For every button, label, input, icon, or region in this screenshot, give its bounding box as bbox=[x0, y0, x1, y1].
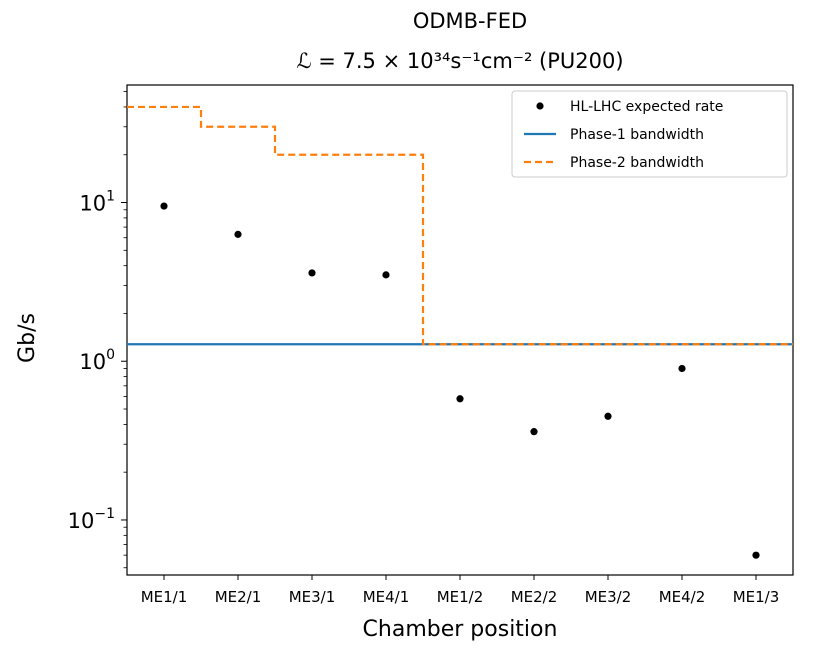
x-tick-label: ME4/2 bbox=[659, 588, 706, 606]
chart-title: ODMB-FED bbox=[413, 9, 527, 33]
legend-label: Phase-2 bandwidth bbox=[570, 155, 704, 171]
x-tick-label: ME2/1 bbox=[215, 588, 262, 606]
rate-point bbox=[678, 364, 686, 373]
rate-point bbox=[604, 412, 612, 420]
rate-point bbox=[752, 551, 760, 559]
rate-point bbox=[234, 230, 242, 238]
series-layer bbox=[127, 105, 793, 559]
rate-point bbox=[530, 428, 538, 436]
rate-point bbox=[308, 269, 316, 277]
legend-label: HL-LHC expected rate bbox=[570, 99, 723, 115]
y-tick-label: 10−1 bbox=[68, 506, 115, 533]
x-axis-label: Chamber position bbox=[363, 617, 558, 642]
x-tick-label: ME3/2 bbox=[585, 588, 632, 606]
x-tick-label: ME1/2 bbox=[437, 588, 484, 606]
phase2-bandwidth-step bbox=[127, 105, 793, 346]
rate-point bbox=[382, 271, 390, 279]
x-tick-label: ME1/3 bbox=[733, 588, 780, 606]
x-tick-label: ME4/1 bbox=[363, 588, 410, 606]
legend: HL-LHC expected rate Phase-1 bandwidth Pha… bbox=[511, 90, 788, 178]
legend-label: Phase-1 bandwidth bbox=[570, 127, 704, 143]
y-axis-label: Gb/s bbox=[15, 313, 40, 363]
chart-subtitle: ℒ = 7.5 × 10³⁴s⁻¹cm⁻² (PU200) bbox=[296, 49, 623, 73]
y-axis-ticks: 101 100 10−1 bbox=[68, 91, 127, 569]
legend-marker-rate bbox=[536, 102, 544, 110]
legend-box bbox=[511, 90, 788, 178]
x-tick-label: ME2/2 bbox=[511, 588, 558, 606]
rate-point bbox=[456, 395, 464, 403]
plot-area: 101 100 10−1 ME1/1 ME2/1 ME3/1 ME4/1 ME1/2 ME2/… bbox=[68, 84, 794, 606]
x-axis-ticks: ME1/1 ME2/1 ME3/1 ME4/1 ME1/2 ME2/2 ME3/2 ME4/2… bbox=[141, 575, 780, 606]
x-tick-label: ME3/1 bbox=[289, 588, 336, 606]
y-tick-label: 101 bbox=[79, 189, 115, 216]
y-tick-label: 100 bbox=[79, 347, 115, 374]
rate-point bbox=[160, 202, 168, 210]
x-tick-label: ME1/1 bbox=[141, 588, 188, 606]
